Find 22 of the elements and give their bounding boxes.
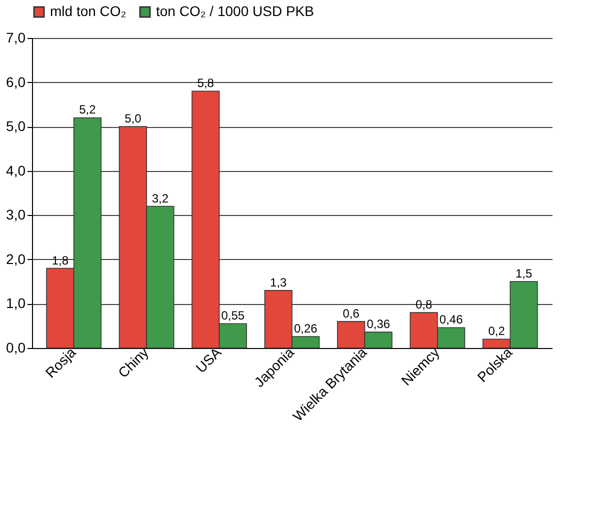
data-label: 5,0: [124, 112, 142, 126]
y-tick-label: 0,0: [6, 340, 26, 356]
y-tick-label: 2,0: [6, 250, 26, 267]
y-tick-label: 6,0: [6, 74, 26, 90]
data-label: 0,36: [366, 317, 390, 332]
y-tick-label: 1,0: [6, 295, 26, 312]
x-tick-label: USA: [192, 344, 225, 376]
y-tick-label: 3,0: [6, 206, 26, 223]
data-label: 0,26: [294, 321, 318, 336]
data-label: 0,46: [439, 312, 464, 327]
data-label: 1,5: [515, 266, 532, 281]
data-label: 1,3: [270, 275, 288, 290]
y-tick-label: 5,0: [6, 118, 26, 134]
y-tick-label: 7,0: [6, 30, 26, 46]
legend-label: mld ton CO₂: [50, 3, 126, 19]
data-label: 3,2: [152, 191, 169, 206]
data-label: 0,55: [221, 308, 245, 323]
data-label: 0,6: [342, 306, 360, 320]
y-tick-label: 4,0: [6, 162, 26, 178]
data-label: 5,2: [79, 102, 96, 117]
data-label: 0,2: [488, 324, 506, 338]
legend-label: ton CO₂ / 1000 USD PKB: [156, 3, 314, 19]
